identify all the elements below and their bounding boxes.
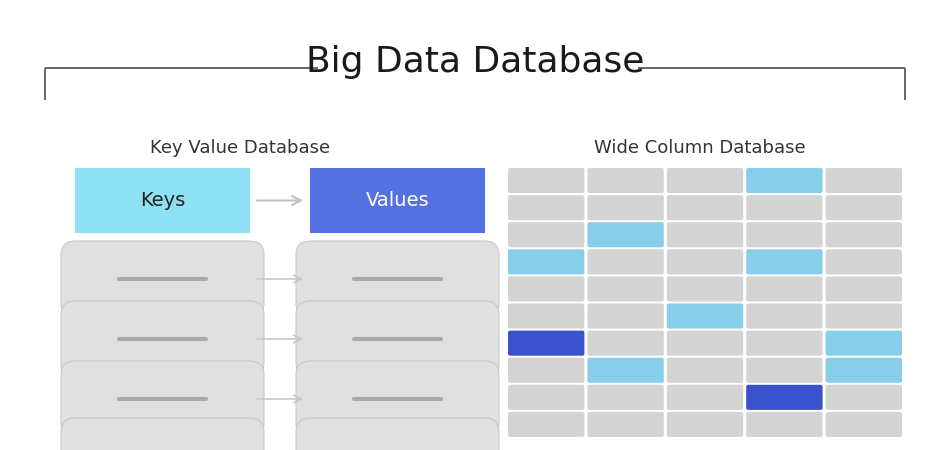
FancyBboxPatch shape xyxy=(296,361,499,437)
Text: Keys: Keys xyxy=(140,191,185,210)
FancyBboxPatch shape xyxy=(746,385,823,410)
FancyBboxPatch shape xyxy=(587,168,664,193)
FancyBboxPatch shape xyxy=(667,303,743,328)
FancyBboxPatch shape xyxy=(746,168,823,193)
Text: Values: Values xyxy=(366,191,429,210)
FancyBboxPatch shape xyxy=(508,303,584,328)
FancyBboxPatch shape xyxy=(746,276,823,302)
FancyBboxPatch shape xyxy=(826,276,902,302)
FancyBboxPatch shape xyxy=(826,385,902,410)
FancyBboxPatch shape xyxy=(826,358,902,383)
FancyBboxPatch shape xyxy=(746,195,823,220)
FancyBboxPatch shape xyxy=(508,249,584,274)
FancyBboxPatch shape xyxy=(508,222,584,248)
FancyBboxPatch shape xyxy=(587,412,664,437)
FancyBboxPatch shape xyxy=(587,385,664,410)
Text: Big Data Database: Big Data Database xyxy=(306,45,644,79)
FancyBboxPatch shape xyxy=(667,385,743,410)
FancyBboxPatch shape xyxy=(746,249,823,274)
FancyBboxPatch shape xyxy=(746,303,823,328)
FancyBboxPatch shape xyxy=(826,195,902,220)
FancyBboxPatch shape xyxy=(508,358,584,383)
FancyBboxPatch shape xyxy=(61,241,264,317)
FancyBboxPatch shape xyxy=(296,418,499,450)
FancyBboxPatch shape xyxy=(296,241,499,317)
FancyBboxPatch shape xyxy=(667,195,743,220)
FancyBboxPatch shape xyxy=(508,168,584,193)
Text: Key Value Database: Key Value Database xyxy=(150,139,330,157)
FancyBboxPatch shape xyxy=(508,331,584,356)
FancyBboxPatch shape xyxy=(587,358,664,383)
FancyBboxPatch shape xyxy=(508,276,584,302)
FancyBboxPatch shape xyxy=(667,358,743,383)
FancyBboxPatch shape xyxy=(587,195,664,220)
FancyBboxPatch shape xyxy=(587,276,664,302)
FancyBboxPatch shape xyxy=(587,249,664,274)
FancyBboxPatch shape xyxy=(826,168,902,193)
FancyBboxPatch shape xyxy=(508,412,584,437)
FancyBboxPatch shape xyxy=(667,276,743,302)
FancyBboxPatch shape xyxy=(310,168,485,233)
FancyBboxPatch shape xyxy=(587,222,664,248)
FancyBboxPatch shape xyxy=(587,303,664,328)
FancyBboxPatch shape xyxy=(667,412,743,437)
FancyBboxPatch shape xyxy=(667,249,743,274)
FancyBboxPatch shape xyxy=(75,168,250,233)
FancyBboxPatch shape xyxy=(746,358,823,383)
FancyBboxPatch shape xyxy=(508,385,584,410)
FancyBboxPatch shape xyxy=(667,168,743,193)
FancyBboxPatch shape xyxy=(746,331,823,356)
Text: Wide Column Database: Wide Column Database xyxy=(594,139,806,157)
FancyBboxPatch shape xyxy=(746,222,823,248)
FancyBboxPatch shape xyxy=(826,303,902,328)
FancyBboxPatch shape xyxy=(61,301,264,377)
FancyBboxPatch shape xyxy=(508,195,584,220)
FancyBboxPatch shape xyxy=(826,412,902,437)
FancyBboxPatch shape xyxy=(61,418,264,450)
FancyBboxPatch shape xyxy=(667,222,743,248)
FancyBboxPatch shape xyxy=(61,361,264,437)
FancyBboxPatch shape xyxy=(826,331,902,356)
FancyBboxPatch shape xyxy=(746,412,823,437)
FancyBboxPatch shape xyxy=(826,249,902,274)
FancyBboxPatch shape xyxy=(296,301,499,377)
FancyBboxPatch shape xyxy=(667,331,743,356)
FancyBboxPatch shape xyxy=(587,331,664,356)
FancyBboxPatch shape xyxy=(826,222,902,248)
